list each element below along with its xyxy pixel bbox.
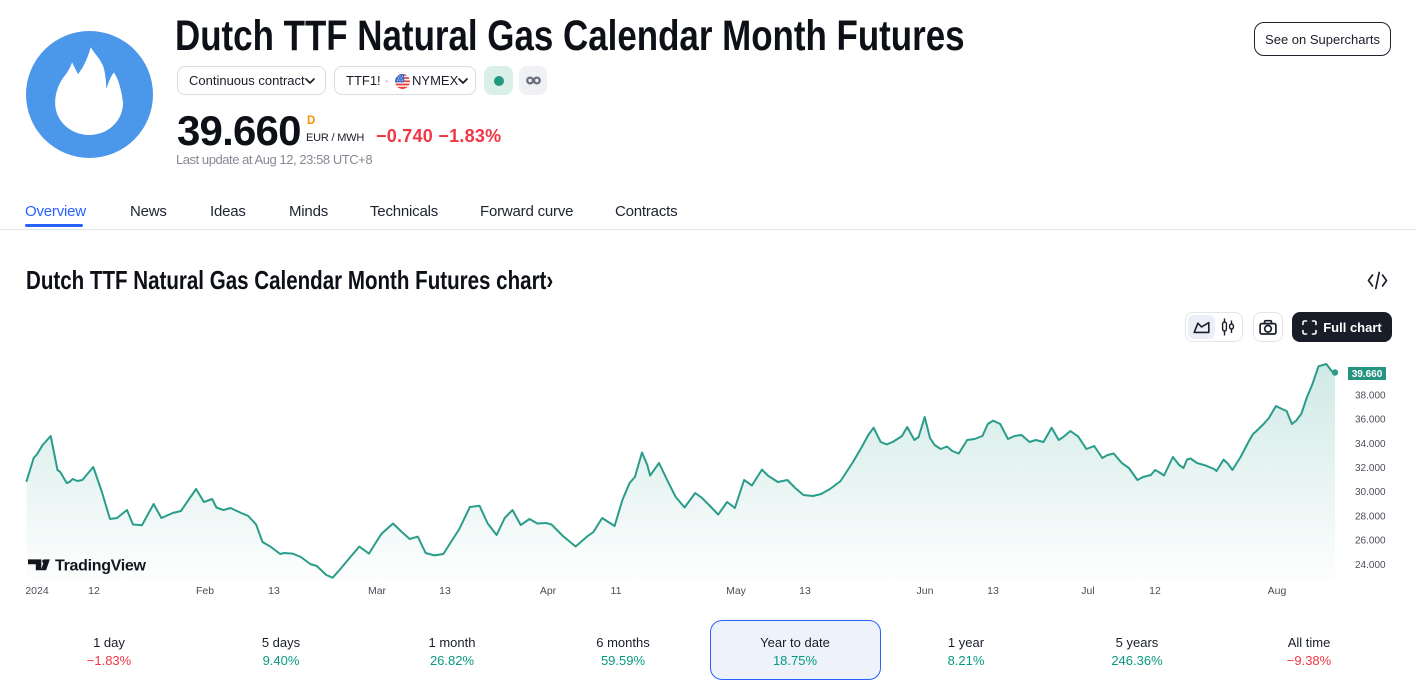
svg-text:28.000: 28.000 xyxy=(1355,511,1386,522)
svg-text:13: 13 xyxy=(987,585,999,597)
svg-text:Aug: Aug xyxy=(1268,585,1287,597)
svg-text:13: 13 xyxy=(268,585,280,597)
svg-text:Jul: Jul xyxy=(1081,585,1094,597)
svg-text:24.000: 24.000 xyxy=(1355,560,1386,571)
svg-text:Mar: Mar xyxy=(368,585,387,597)
svg-text:34.000: 34.000 xyxy=(1355,439,1386,450)
svg-text:13: 13 xyxy=(439,585,451,597)
svg-text:11: 11 xyxy=(611,585,622,597)
svg-text:Feb: Feb xyxy=(196,585,214,597)
svg-text:12: 12 xyxy=(88,585,100,597)
svg-text:Apr: Apr xyxy=(540,585,557,597)
svg-text:36.000: 36.000 xyxy=(1355,415,1386,426)
svg-text:38.000: 38.000 xyxy=(1355,390,1386,401)
svg-text:12: 12 xyxy=(1149,585,1161,597)
svg-text:Jun: Jun xyxy=(917,585,934,597)
svg-text:2024: 2024 xyxy=(25,585,49,597)
svg-text:32.000: 32.000 xyxy=(1355,463,1386,474)
svg-text:30.000: 30.000 xyxy=(1355,487,1386,498)
svg-text:TradingView: TradingView xyxy=(55,558,147,575)
svg-text:May: May xyxy=(726,585,747,597)
svg-text:39.660: 39.660 xyxy=(1352,369,1383,380)
svg-text:26.000: 26.000 xyxy=(1355,536,1386,547)
svg-text:13: 13 xyxy=(799,585,811,597)
